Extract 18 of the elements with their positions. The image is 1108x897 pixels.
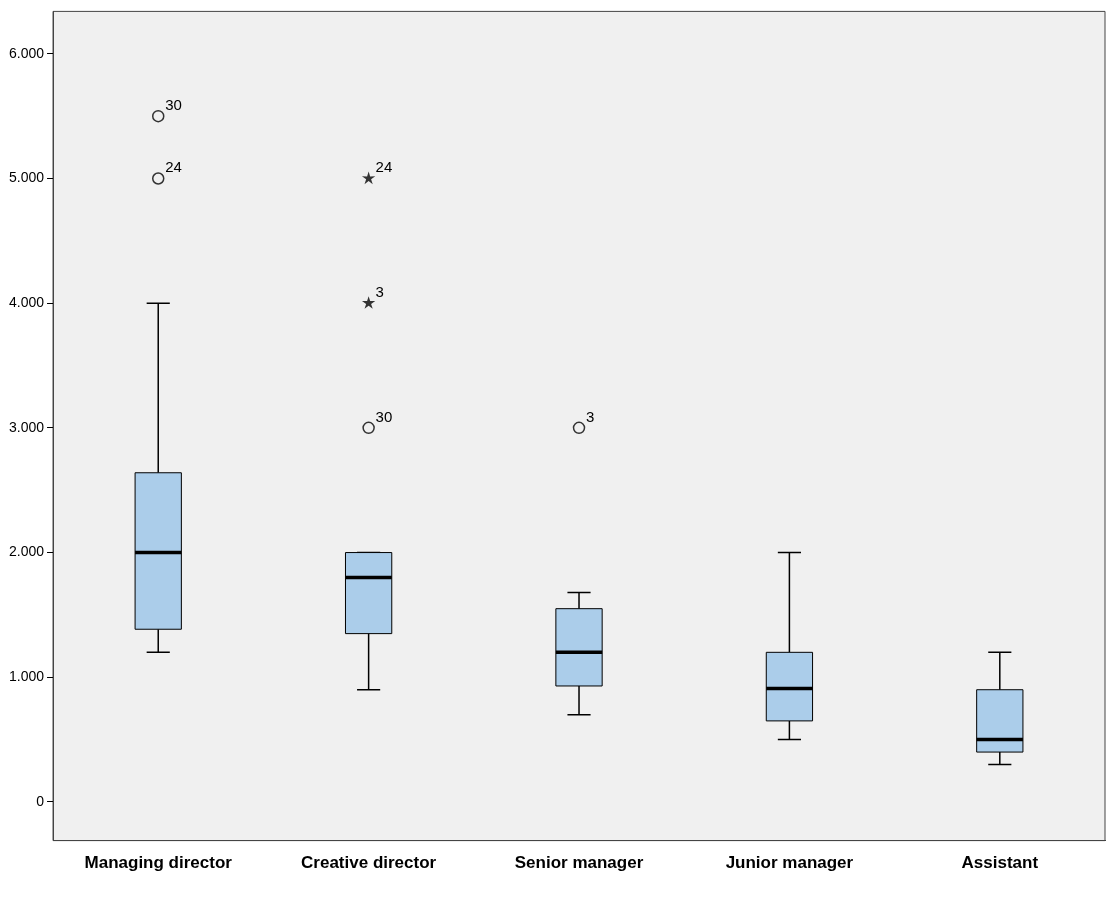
x-tick-label: Creative director <box>301 853 437 873</box>
y-tick-label: 1.000 <box>8 668 45 685</box>
y-tick-label: 3.000 <box>8 418 45 435</box>
annotation: 24 <box>375 158 393 176</box>
x-tick-label: Senior manager <box>514 853 644 873</box>
y-tick-label: 5.000 <box>8 169 45 186</box>
annotation: 3 <box>375 282 384 300</box>
annotation: 3 <box>586 407 595 425</box>
x-tick-label: Assistant <box>961 853 1039 873</box>
y-tick-label: 4.000 <box>8 294 45 311</box>
annotation: 30 <box>165 95 182 113</box>
annotation: 30 <box>375 407 393 425</box>
y-tick-label: 6.000 <box>8 44 45 61</box>
y-tick-label: 2.000 <box>8 543 45 560</box>
x-tick-label: Junior manager <box>725 853 854 873</box>
annotation: 24 <box>165 158 182 176</box>
y-tick-label: 0 <box>36 792 45 809</box>
x-tick-label: Managing director <box>84 853 233 873</box>
